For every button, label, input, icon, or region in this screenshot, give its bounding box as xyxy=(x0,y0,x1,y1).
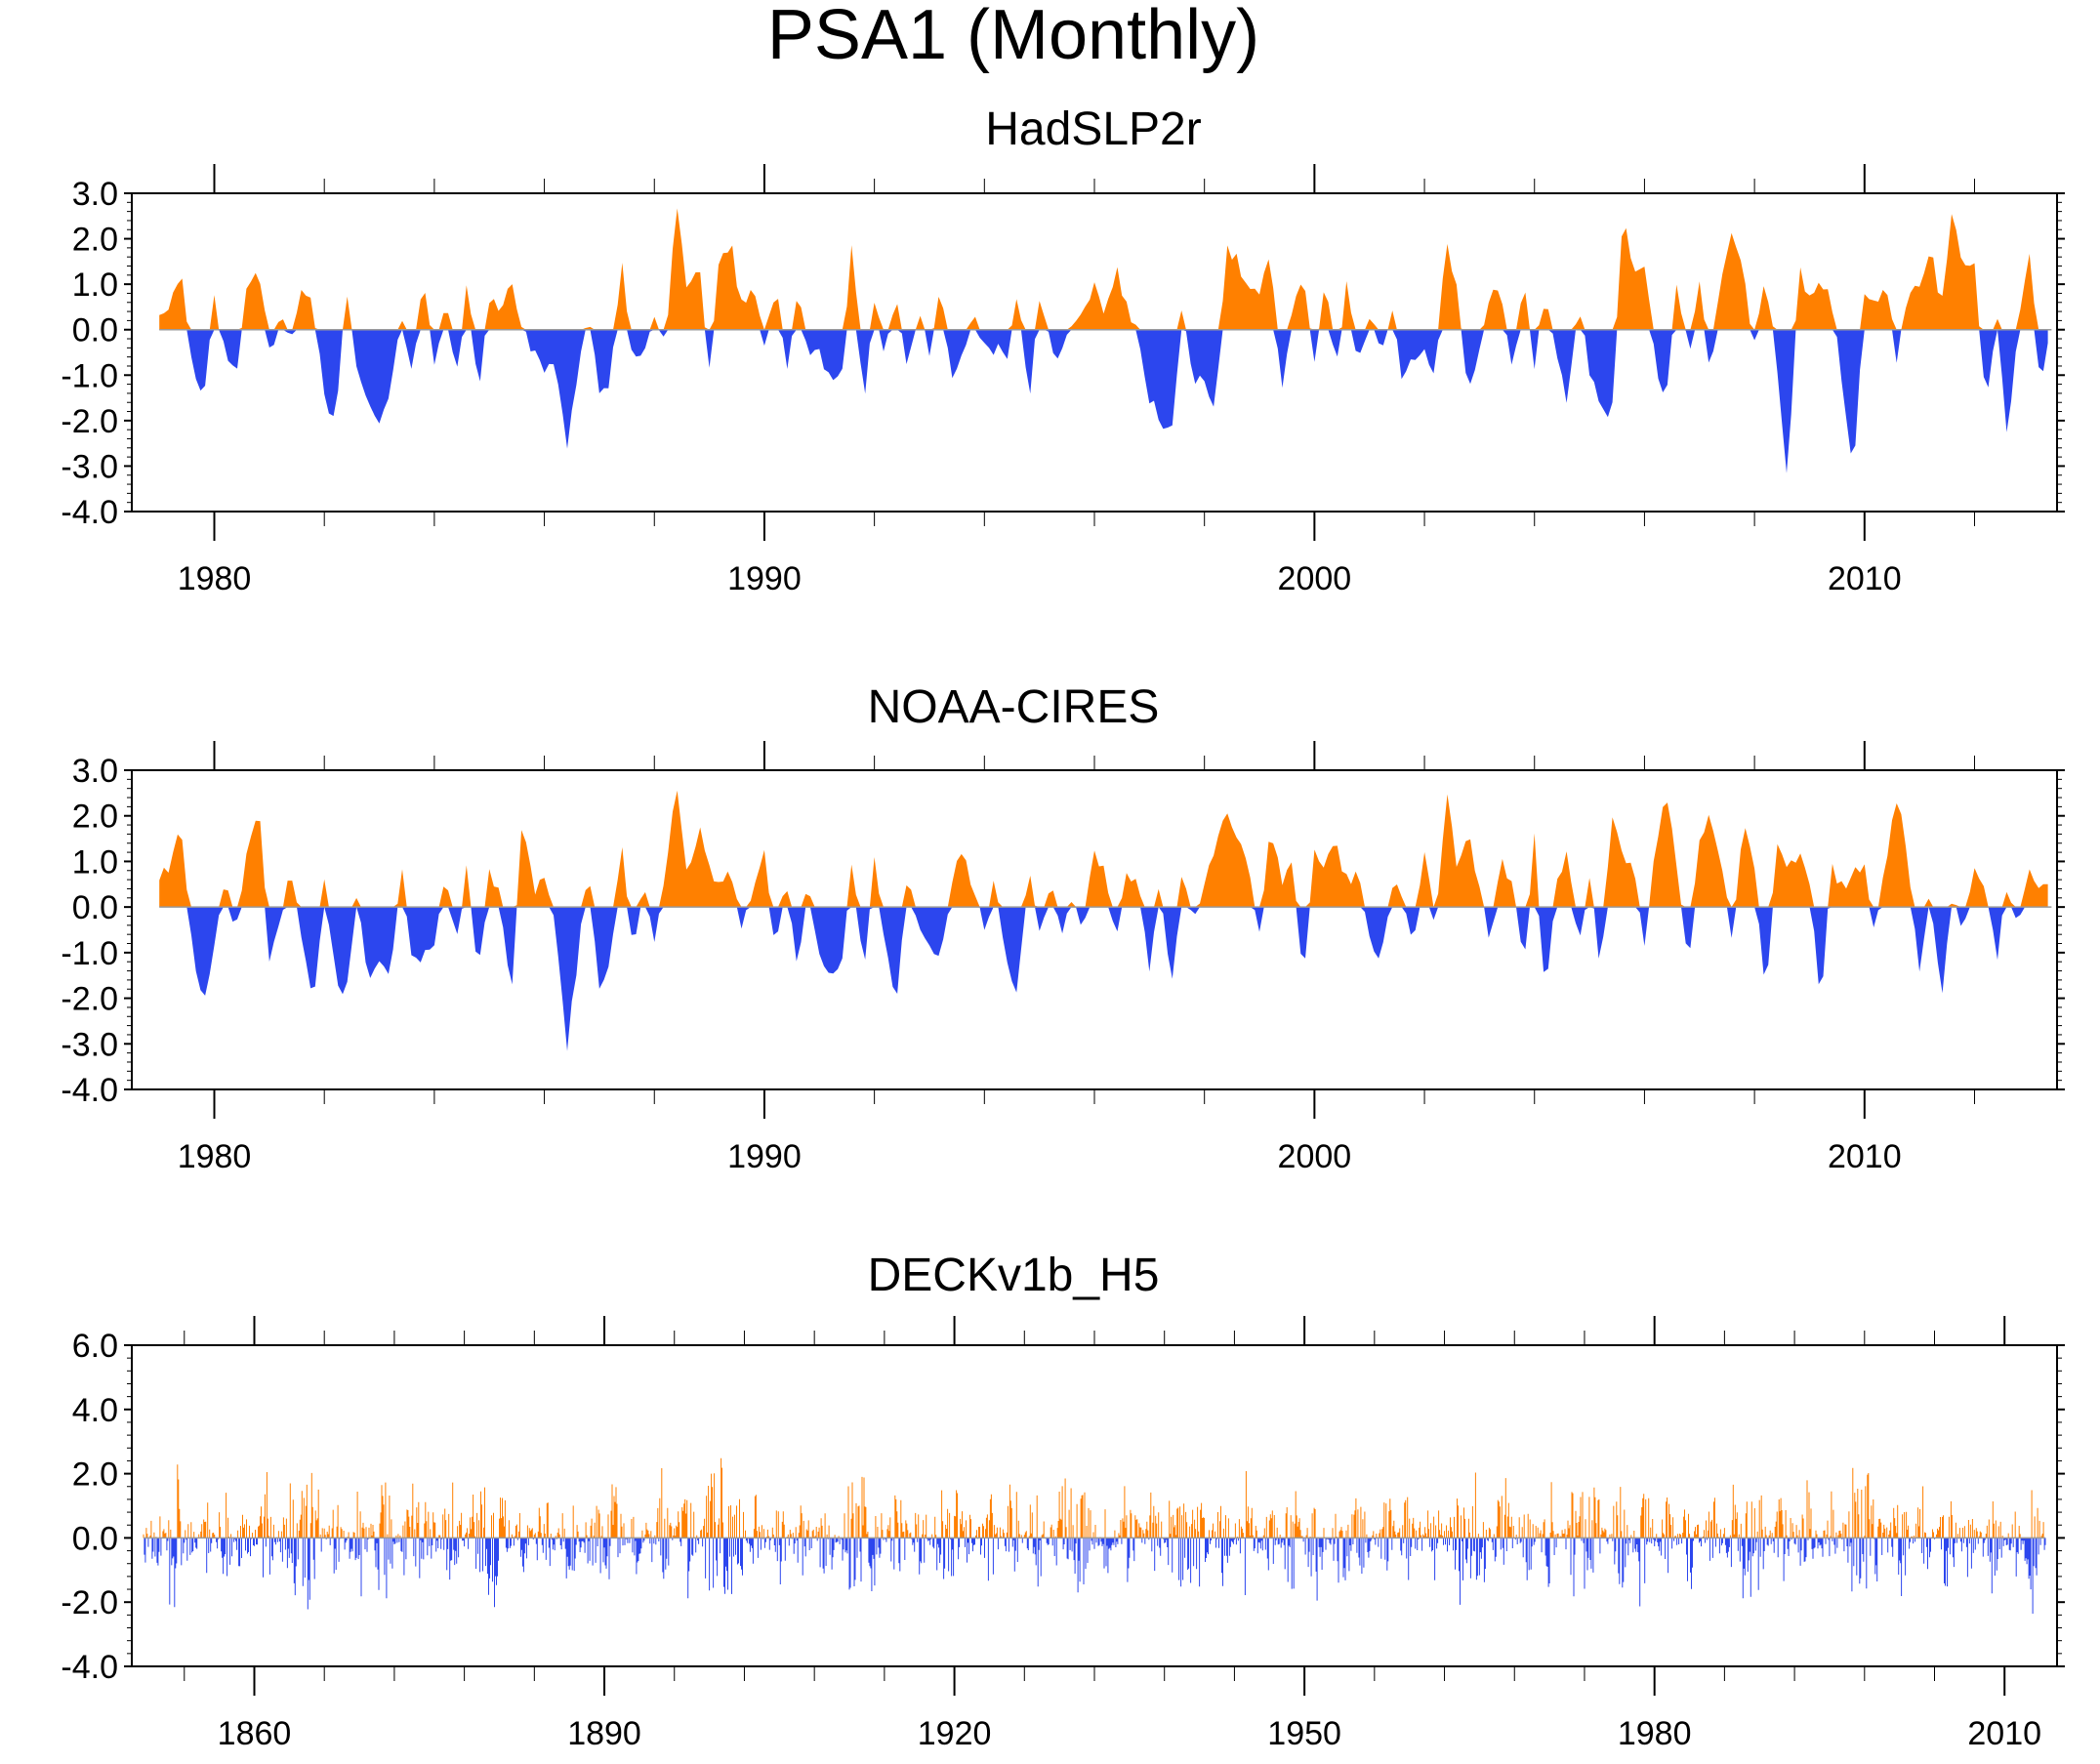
panel-title: DECKv1b_H5 xyxy=(868,1250,1160,1301)
y-tick-label: 2.0 xyxy=(72,1456,118,1494)
y-tick-label: -4.0 xyxy=(61,494,118,531)
x-tick-label: 1990 xyxy=(727,560,802,597)
x-tick-label: 1890 xyxy=(567,1715,641,1752)
x-tick-label: 1860 xyxy=(218,1715,292,1752)
panel-title: HadSLP2r xyxy=(985,103,1201,155)
x-tick-label: 1980 xyxy=(1618,1715,1692,1752)
y-tick-label: -2.0 xyxy=(61,403,118,440)
x-tick-label: 2000 xyxy=(1278,1138,1352,1175)
x-tick-label: 2010 xyxy=(1828,1138,1902,1175)
anomaly-area xyxy=(143,1457,2046,1614)
axes: -4.0 -2.0 0.0 2.0 4.0 6.0 1860 1890 1920 1950 1980… xyxy=(61,1316,2065,1752)
panel-deckv1b-h5: DECKv1b_H5 -4.0 -2.0 0.0 2.0 4.0 6.0 1860 1890 1… xyxy=(61,1250,2065,1752)
y-tick-label: 0.0 xyxy=(72,312,118,349)
axes: -4.0 -3.0 -2.0 -1.0 0.0 1.0 2.0 3.0 1980 1990 2000… xyxy=(61,741,2065,1175)
y-tick-label: -3.0 xyxy=(61,1026,118,1063)
x-tick-label: 1980 xyxy=(178,560,252,597)
x-tick-label: 1950 xyxy=(1267,1715,1341,1752)
positive-anomaly-bars xyxy=(143,1457,2044,1538)
axes: -4.0 -3.0 -2.0 -1.0 0.0 1.0 2.0 3.0 1980 1990 2000… xyxy=(61,164,2065,597)
anomaly-area xyxy=(159,208,2048,473)
y-tick-label: -1.0 xyxy=(61,935,118,972)
negative-anomaly-area xyxy=(159,329,2048,473)
y-tick-label: -1.0 xyxy=(61,357,118,394)
y-tick-label: -3.0 xyxy=(61,448,118,485)
x-tick-label: 2000 xyxy=(1278,560,1352,597)
y-tick-label: 6.0 xyxy=(72,1328,118,1365)
x-tick-label: 1980 xyxy=(178,1138,252,1175)
negative-anomaly-bars xyxy=(144,1538,2046,1614)
x-tick-label: 1920 xyxy=(918,1715,992,1752)
y-tick-label: 0.0 xyxy=(72,889,118,926)
plot-frame xyxy=(131,1344,2058,1667)
figure-title: PSA1 (Monthly) xyxy=(767,0,1259,74)
y-tick-label: -2.0 xyxy=(61,1584,118,1621)
y-tick-label: 3.0 xyxy=(72,176,118,213)
y-tick-label: 1.0 xyxy=(72,843,118,881)
negative-anomaly-area xyxy=(159,907,2048,1051)
panel-hadslp2r: HadSLP2r -4.0 -3.0 -2.0 -1.0 0.0 1.0 2.0 3.0 198… xyxy=(61,103,2065,597)
positive-anomaly-area xyxy=(159,208,2048,330)
x-tick-label: 1990 xyxy=(727,1138,802,1175)
anomaly-area xyxy=(159,790,2048,1051)
y-tick-label: 0.0 xyxy=(72,1520,118,1557)
positive-anomaly-area xyxy=(159,790,2048,908)
x-tick-label: 2010 xyxy=(1828,560,1902,597)
panel-noaa-cires: NOAA-CIRES -4.0 -3.0 -2.0 -1.0 0.0 1.0 2.0 3.0 1… xyxy=(61,681,2065,1175)
y-tick-label: 2.0 xyxy=(72,222,118,259)
y-tick-label: -4.0 xyxy=(61,1072,118,1109)
x-tick-label: 2010 xyxy=(1967,1715,2041,1752)
y-tick-label: 2.0 xyxy=(72,799,118,836)
panel-title: NOAA-CIRES xyxy=(868,681,1160,733)
y-tick-label: 3.0 xyxy=(72,753,118,790)
y-tick-label: 4.0 xyxy=(72,1392,118,1429)
plot-frame xyxy=(131,192,2058,513)
y-tick-label: -2.0 xyxy=(61,981,118,1018)
y-tick-label: -4.0 xyxy=(61,1649,118,1686)
y-tick-label: 1.0 xyxy=(72,267,118,304)
